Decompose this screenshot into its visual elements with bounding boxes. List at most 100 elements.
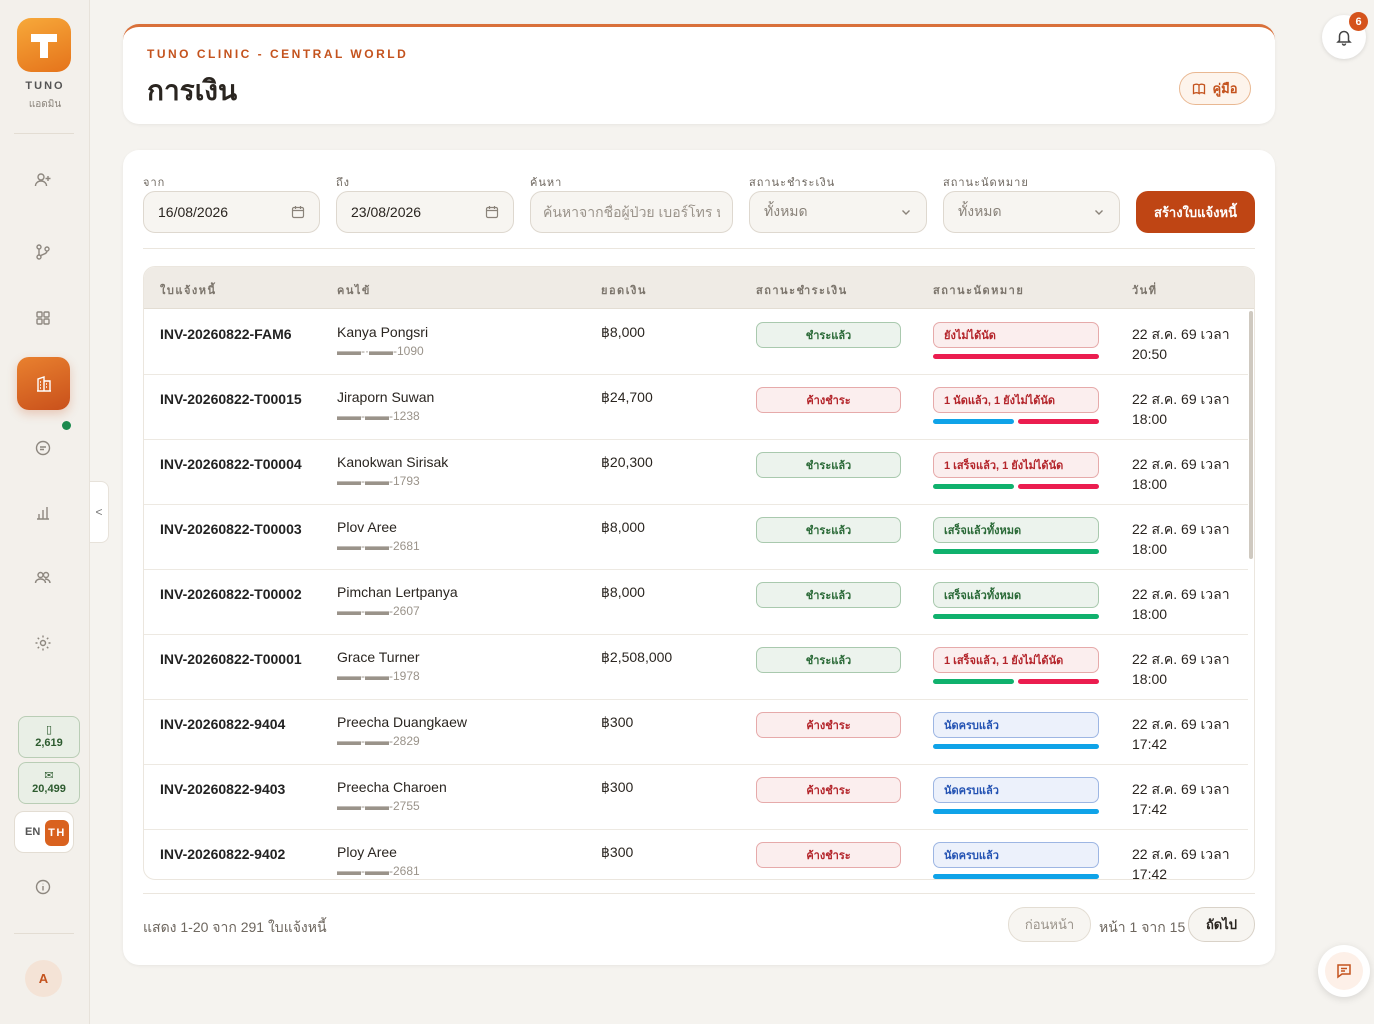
info-icon[interactable] bbox=[29, 873, 57, 901]
appointment-status-badge: 1 เสร็จแล้ว, 1 ยังไม่ได้นัด bbox=[933, 647, 1099, 673]
to-date-field[interactable]: 23/08/2026 bbox=[336, 191, 514, 233]
invoice-number[interactable]: INV-20260822-T00015 bbox=[160, 391, 302, 407]
invoice-number[interactable]: INV-20260822-T00003 bbox=[160, 521, 302, 537]
payment-status-label: สถานะชำระเงิน bbox=[749, 177, 836, 189]
avatar[interactable]: A bbox=[25, 960, 62, 997]
col-payment-status[interactable]: สถานะชำระเงิน bbox=[756, 285, 848, 297]
table-row[interactable]: INV-20260822-T00015 Jiraporn Suwan ▬▬-▬▬-1… bbox=[144, 375, 1248, 440]
sms-credit-counter[interactable]: ▯ 2,619 bbox=[18, 716, 80, 758]
payment-status-value: ทั้งหมด bbox=[764, 203, 808, 219]
lang-en[interactable]: EN bbox=[25, 826, 41, 838]
appointment-progress bbox=[933, 744, 1099, 749]
gear-icon[interactable] bbox=[29, 629, 57, 657]
email-credit-counter[interactable]: ✉ 20,499 bbox=[18, 762, 80, 804]
brand-name: TUNO bbox=[25, 80, 65, 92]
chat-icon[interactable] bbox=[29, 434, 57, 462]
appointment-status-badge: 1 นัดแล้ว, 1 ยังไม่ได้นัด bbox=[933, 387, 1099, 413]
invoice-date: 22 ส.ค. 69 เวลา 18:00 bbox=[1132, 586, 1230, 622]
invoice-number[interactable]: INV-20260822-T00002 bbox=[160, 586, 302, 602]
invoice-number[interactable]: INV-20260822-FAM6 bbox=[160, 326, 292, 342]
table-row[interactable]: INV-20260822-T00001 Grace Turner ▬▬-▬▬-197… bbox=[144, 635, 1248, 700]
appointment-progress-segment bbox=[1018, 679, 1099, 684]
col-date[interactable]: วันที่ bbox=[1132, 285, 1158, 297]
appointment-progress-segment bbox=[933, 874, 1099, 879]
invoice-date: 22 ส.ค. 69 เวลา 18:00 bbox=[1132, 391, 1230, 427]
col-patient[interactable]: คนไข้ bbox=[337, 285, 371, 297]
from-date-field[interactable]: 16/08/2026 bbox=[143, 191, 320, 233]
patient-phone: ▬▬-▬▬-1238 bbox=[337, 409, 420, 423]
payment-status-badge: ชำระแล้ว bbox=[756, 517, 901, 543]
table-row[interactable]: INV-20260822-9403 Preecha Charoen ▬▬-▬▬-27… bbox=[144, 765, 1248, 830]
grid-icon[interactable] bbox=[29, 304, 57, 332]
users-icon[interactable] bbox=[29, 564, 57, 592]
patient-phone: ▬▬-▬▬-2607 bbox=[337, 604, 420, 618]
patient-name: Plov Aree bbox=[337, 519, 397, 535]
page-header: TUNO CLINIC - CENTRAL WORLD การเงิน คู่ม… bbox=[123, 24, 1275, 124]
patient-phone: ▬▬-▬▬-2681 bbox=[337, 864, 420, 878]
user-plus-icon[interactable] bbox=[29, 166, 57, 194]
patient-name: Pimchan Lertpanya bbox=[337, 584, 458, 600]
invoice-amount: ฿300 bbox=[601, 714, 634, 730]
chat-support-button[interactable] bbox=[1318, 945, 1370, 997]
col-invoice[interactable]: ใบแจ้งหนี้ bbox=[160, 285, 217, 297]
payment-status-badge: ค้างชำระ bbox=[756, 842, 901, 868]
invoice-date: 22 ส.ค. 69 เวลา 20:50 bbox=[1132, 326, 1230, 362]
payment-status-select[interactable]: ทั้งหมด bbox=[749, 191, 927, 233]
invoice-number[interactable]: INV-20260822-T00004 bbox=[160, 456, 302, 472]
sidebar-item-finance[interactable] bbox=[17, 357, 70, 410]
col-appointment-status[interactable]: สถานะนัดหมาย bbox=[933, 285, 1025, 297]
appointment-progress bbox=[933, 679, 1099, 684]
appointment-progress-segment bbox=[933, 679, 1014, 684]
table-row[interactable]: INV-20260822-T00003 Plov Aree ▬▬-▬▬-2681 ฿8… bbox=[144, 505, 1248, 570]
col-amount[interactable]: ยอดเงิน bbox=[601, 285, 647, 297]
invoice-number[interactable]: INV-20260822-9402 bbox=[160, 846, 286, 862]
table-row[interactable]: INV-20260822-FAM6 Kanya Pongsri ▬▬-·▬▬-109… bbox=[144, 310, 1248, 375]
table-scrollbar[interactable] bbox=[1249, 311, 1253, 559]
tuno-logo[interactable] bbox=[17, 18, 71, 72]
prev-page-button[interactable]: ก่อนหน้า bbox=[1008, 907, 1091, 942]
appointment-progress bbox=[933, 874, 1099, 879]
invoice-date: 22 ส.ค. 69 เวลา 18:00 bbox=[1132, 651, 1230, 687]
to-date-label: ถึง bbox=[336, 177, 351, 189]
appointment-progress-segment bbox=[933, 614, 1099, 619]
patient-phone: ▬▬-·▬▬-1090 bbox=[337, 344, 424, 358]
appointment-progress bbox=[933, 484, 1099, 489]
sms-credit-value: 2,619 bbox=[35, 737, 63, 749]
invoice-number[interactable]: INV-20260822-T00001 bbox=[160, 651, 302, 667]
appointment-progress bbox=[933, 809, 1099, 814]
chat-fab-inner bbox=[1325, 952, 1363, 990]
sidebar-collapse-button[interactable]: < bbox=[90, 481, 109, 543]
manual-button[interactable]: คู่มือ bbox=[1179, 72, 1251, 105]
lang-th[interactable]: TH bbox=[45, 820, 69, 846]
results-count: แสดง 1-20 จาก 291 ใบแจ้งหนี้ bbox=[143, 919, 327, 935]
table-row[interactable]: INV-20260822-9402 Ploy Aree ▬▬-▬▬-2681 ฿300… bbox=[144, 830, 1248, 879]
search-input[interactable] bbox=[543, 204, 720, 220]
create-invoice-button[interactable]: สร้างใบแจ้งหนี้ bbox=[1136, 191, 1255, 233]
invoice-number[interactable]: INV-20260822-9404 bbox=[160, 716, 286, 732]
appointment-status-select[interactable]: ทั้งหมด bbox=[943, 191, 1120, 233]
next-page-button[interactable]: ถัดไป bbox=[1188, 907, 1255, 942]
invoice-date: 22 ส.ค. 69 เวลา 18:00 bbox=[1132, 456, 1230, 492]
branch-icon[interactable] bbox=[29, 238, 57, 266]
appointment-status-badge: นัดครบแล้ว bbox=[933, 777, 1099, 803]
appointment-progress-segment bbox=[1018, 419, 1099, 424]
language-switch[interactable]: EN TH bbox=[14, 811, 74, 853]
table-row[interactable]: INV-20260822-T00004 Kanokwan Sirisak ▬▬-▬▬… bbox=[144, 440, 1248, 505]
notification-count-badge: 6 bbox=[1349, 12, 1368, 31]
patient-name: Kanya Pongsri bbox=[337, 324, 429, 340]
to-date-value: 23/08/2026 bbox=[351, 204, 422, 220]
invoice-amount: ฿8,000 bbox=[601, 584, 645, 600]
table-row[interactable]: INV-20260822-9404 Preecha Duangkaew ▬▬-▬▬-… bbox=[144, 700, 1248, 765]
table-row[interactable]: INV-20260822-T00002 Pimchan Lertpanya ▬▬-▬… bbox=[144, 570, 1248, 635]
page-title: การเงิน bbox=[147, 75, 238, 106]
from-date-value: 16/08/2026 bbox=[158, 204, 229, 220]
appointment-progress bbox=[933, 549, 1099, 554]
invoice-number[interactable]: INV-20260822-9403 bbox=[160, 781, 286, 797]
search-field[interactable] bbox=[530, 191, 733, 233]
invoice-date: 22 ส.ค. 69 เวลา 17:42 bbox=[1132, 716, 1230, 752]
appointment-progress-segment bbox=[933, 354, 1099, 359]
appointment-status-badge: นัดครบแล้ว bbox=[933, 842, 1099, 868]
chart-icon[interactable] bbox=[29, 499, 57, 527]
patient-name: Kanokwan Sirisak bbox=[337, 454, 449, 470]
calendar-icon bbox=[485, 206, 499, 219]
